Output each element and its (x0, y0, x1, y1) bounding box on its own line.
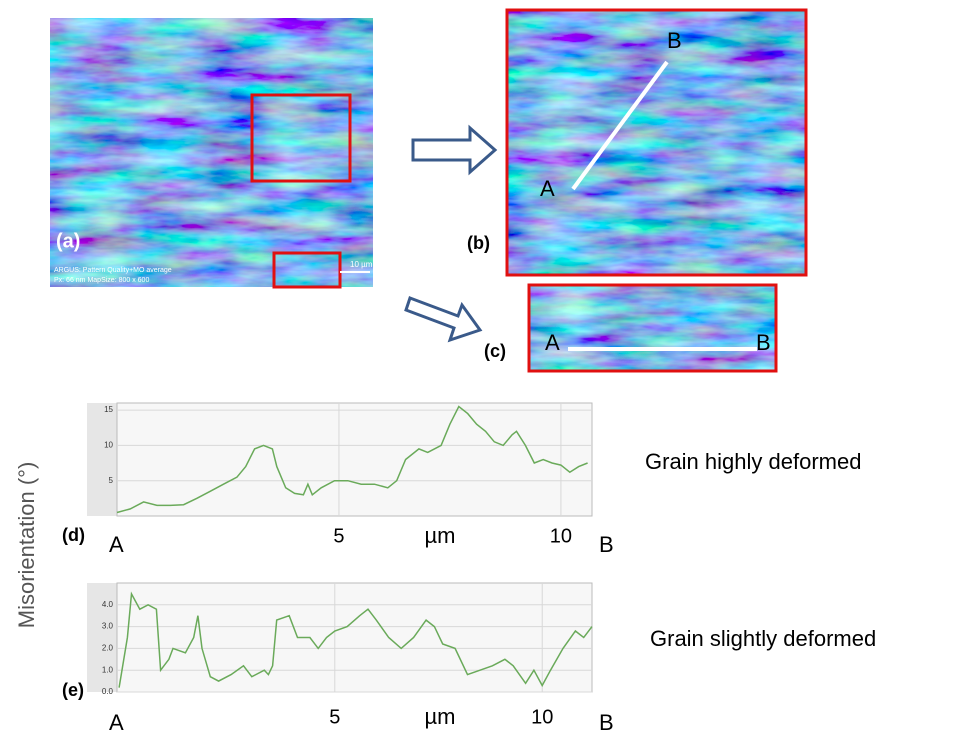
plot-area (116, 402, 593, 517)
x-tick-label: 10 (550, 525, 572, 547)
point-label: B (599, 710, 614, 735)
panel-label: (a) (56, 230, 80, 252)
arrow (411, 124, 498, 176)
map-caption: Px: 66 nm MapSize: 800 x 600 (54, 277, 149, 284)
x-tick-label: 5 (333, 525, 344, 547)
panel-label: (c) (484, 341, 506, 361)
data-line (118, 591, 593, 688)
ebsd-map-c (529, 285, 776, 371)
y-tick-label: 1.0 (102, 665, 114, 674)
annotation: Grain slightly deformed (650, 626, 876, 651)
y-tick-label: 5 (109, 476, 114, 485)
annotation: Grain highly deformed (645, 449, 861, 474)
x-tick-label: 5 (329, 706, 340, 728)
y-tick-label: 4.0 (102, 600, 114, 609)
panel-label: (d) (62, 525, 85, 545)
map-caption: ARGUS: Pattern Quality+MO average (54, 267, 172, 274)
point-label: A (109, 710, 124, 735)
y-tick-label: 10 (104, 440, 113, 449)
point-label: A (109, 532, 124, 557)
point-label: A (545, 330, 560, 355)
panel-label: (e) (62, 680, 84, 700)
point-label: B (599, 532, 614, 557)
axis-strip (87, 403, 117, 516)
x-unit: µm (424, 704, 455, 729)
ebsd-map-b (507, 10, 806, 275)
x-unit: µm (424, 523, 455, 548)
y-axis-label: Misorientation (°) (14, 462, 39, 629)
y-tick-label: 0.0 (102, 687, 114, 696)
plot-area (116, 582, 593, 693)
zoom-box (250, 93, 352, 183)
arrow (404, 296, 483, 343)
frame (527, 283, 778, 373)
panel-label: (b) (467, 233, 490, 253)
y-tick-label: 3.0 (102, 622, 114, 631)
axis-strip (87, 583, 117, 692)
data-line (116, 405, 588, 514)
scale-bar-label: 10 µm (350, 260, 373, 269)
point-label: B (667, 28, 682, 53)
x-tick-label: 10 (531, 706, 553, 728)
point-label: B (756, 330, 771, 355)
y-tick-label: 15 (104, 405, 113, 414)
point-label: A (540, 176, 555, 201)
zoom-box (272, 251, 342, 289)
frame (505, 8, 808, 277)
ebsd-map-a (50, 18, 373, 287)
y-tick-label: 2.0 (102, 644, 114, 653)
profile-line (571, 60, 669, 191)
